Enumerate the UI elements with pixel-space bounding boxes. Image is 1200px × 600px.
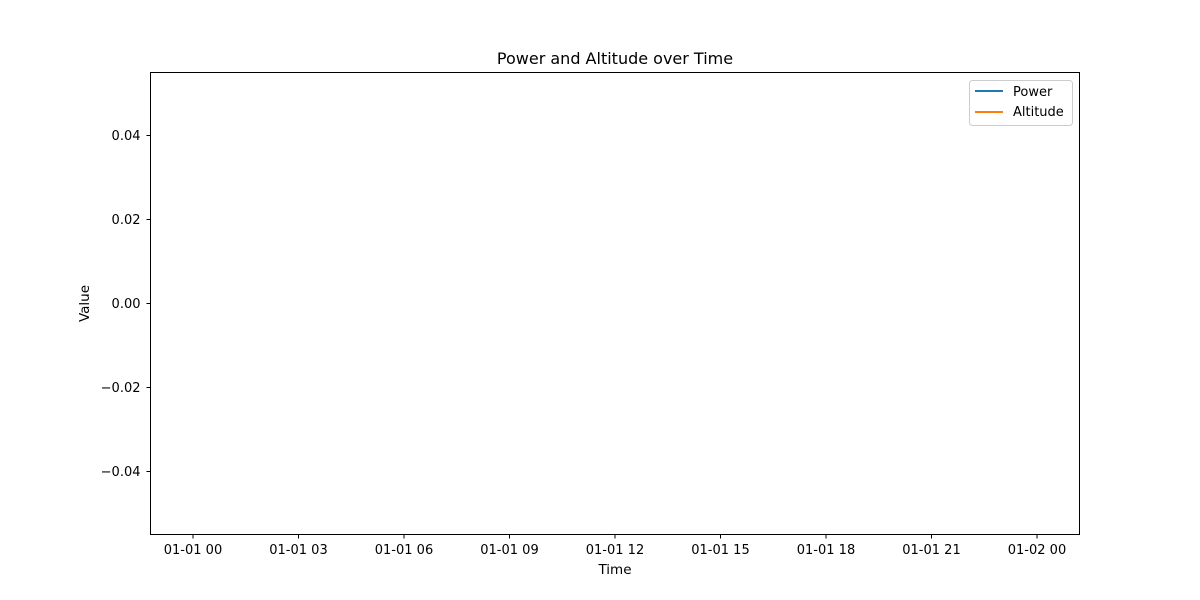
x-axis-label: Time	[597, 562, 631, 578]
x-tick-label: 01-01 12	[586, 543, 644, 558]
y-axis-label: Value	[77, 285, 93, 322]
x-tick-label: 01-01 00	[164, 543, 222, 558]
x-axis-ticks: 01-01 00 01-01 03 01-01 06 01-01 09 01-01 12…	[164, 534, 1066, 558]
x-tick-label: 01-01 03	[269, 543, 327, 558]
y-tick-label: 0.02	[112, 213, 141, 228]
x-tick-label: 01-01 18	[797, 543, 855, 558]
legend-label-altitude: Altitude	[1013, 105, 1064, 120]
x-tick-label: 01-01 15	[691, 543, 749, 558]
y-axis-ticks: 0.04 0.02 0.00 −0.02 −0.04	[101, 129, 151, 480]
x-tick-label: 01-02 00	[1008, 543, 1066, 558]
legend-label-power: Power	[1013, 85, 1053, 100]
legend: Power Altitude	[969, 80, 1073, 126]
chart-title: Power and Altitude over Time	[497, 49, 733, 68]
y-tick-label: 0.04	[112, 129, 141, 144]
y-tick-label: −0.04	[101, 465, 141, 480]
x-tick-label: 01-01 21	[902, 543, 960, 558]
plot-area	[150, 72, 1080, 535]
x-tick-label: 01-01 06	[375, 543, 433, 558]
x-tick-label: 01-01 09	[480, 543, 538, 558]
y-tick-label: 0.00	[112, 297, 141, 312]
y-tick-label: −0.02	[101, 381, 141, 396]
